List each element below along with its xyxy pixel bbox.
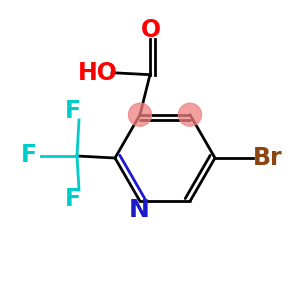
Text: F: F: [65, 187, 81, 211]
Text: Br: Br: [253, 146, 283, 170]
Circle shape: [178, 103, 202, 126]
Text: F: F: [65, 99, 81, 123]
Circle shape: [128, 103, 152, 126]
Text: N: N: [129, 198, 149, 222]
Text: F: F: [21, 143, 37, 167]
Text: O: O: [141, 18, 161, 42]
Text: HO: HO: [78, 61, 118, 85]
